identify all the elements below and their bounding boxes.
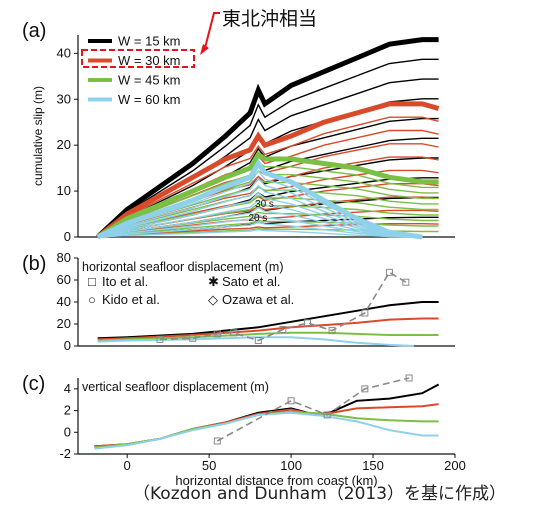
y-tick-label: 10 bbox=[57, 183, 71, 198]
observed-point bbox=[328, 327, 336, 335]
series-line bbox=[94, 403, 439, 448]
y-tick-label: 0 bbox=[64, 424, 71, 439]
observed-line bbox=[216, 377, 410, 442]
series-line bbox=[97, 228, 423, 238]
observed-point bbox=[385, 268, 393, 276]
x-tick-label: 100 bbox=[280, 458, 302, 473]
time-annotation: 20 s bbox=[248, 213, 267, 224]
y-axis-label: cumulative slip (m) bbox=[31, 86, 45, 186]
x-tick-label: 200 bbox=[444, 458, 466, 473]
observed-point bbox=[287, 397, 295, 405]
annotation-arrow-head bbox=[200, 44, 209, 55]
observed-point bbox=[323, 411, 331, 419]
x-tick-label: 0 bbox=[124, 458, 131, 473]
series-line bbox=[97, 178, 439, 238]
legend-highlight-box bbox=[81, 49, 195, 68]
x-axis-label: horizontal distance from coast (km) bbox=[175, 473, 377, 488]
series-line bbox=[97, 177, 423, 238]
observed-point bbox=[254, 337, 262, 344]
observed-line bbox=[159, 271, 407, 342]
series-line bbox=[97, 301, 439, 340]
legend-b: □ Ito et al. ✱ Sato et al. ○ Kido et al. ◇ Ozaw… bbox=[88, 274, 294, 307]
y-tick-label: 30 bbox=[57, 91, 71, 106]
series-line bbox=[97, 211, 439, 238]
observed-point bbox=[156, 335, 164, 343]
legend-label: W = 60 km bbox=[118, 92, 181, 107]
panel-a: 0 10 20 30 40 (a) cumulative slip (m) 30 s 20 s bbox=[22, 20, 455, 244]
legend-marker-icon: ✱ bbox=[208, 274, 219, 289]
legend-marker-icon: ◇ bbox=[208, 292, 218, 307]
observed-point bbox=[405, 374, 413, 382]
series-line bbox=[97, 199, 423, 238]
legend-label: Kido et al. bbox=[102, 292, 160, 307]
series-line bbox=[95, 37, 439, 239]
series-line bbox=[96, 150, 439, 240]
panel-title: vertical seafloor displacement (m) bbox=[82, 380, 269, 394]
legend-label: Sato et al. bbox=[222, 274, 281, 289]
series-line bbox=[97, 58, 439, 238]
panel-title: horizontal seafloor displacement (m) bbox=[82, 260, 283, 274]
legend-label: Ito et al. bbox=[102, 274, 148, 289]
observed-point bbox=[279, 326, 287, 333]
series-line bbox=[97, 116, 439, 238]
observed-point bbox=[303, 319, 311, 327]
credit: （Kozdon and Dunham（2013）を基に作成） bbox=[133, 484, 506, 504]
y-tick-label: 2 bbox=[64, 403, 71, 418]
series-line bbox=[97, 221, 423, 238]
annotation-jp: 東北沖相当 bbox=[222, 8, 317, 30]
observed-point bbox=[361, 309, 369, 317]
legend-label: W = 45 km bbox=[118, 73, 181, 88]
panel-label: (b) bbox=[22, 253, 46, 275]
y-tick-label: 20 bbox=[57, 316, 71, 331]
series-line bbox=[97, 209, 439, 238]
series-line bbox=[97, 331, 439, 342]
series-line bbox=[97, 219, 439, 238]
observed-point bbox=[189, 334, 197, 342]
legend-marker-icon: □ bbox=[88, 274, 96, 289]
y-tick-label: 4 bbox=[64, 381, 71, 396]
series-line bbox=[97, 161, 439, 238]
x-tick-label: 150 bbox=[362, 458, 384, 473]
observed-point bbox=[230, 329, 238, 337]
series-line bbox=[97, 206, 423, 238]
series-line bbox=[96, 158, 423, 240]
y-tick-label: 80 bbox=[57, 250, 71, 265]
y-tick-label: 60 bbox=[57, 272, 71, 287]
observed-point bbox=[213, 330, 221, 338]
legend-a: W = 15 km W = 30 km W = 45 km W = 60 km bbox=[88, 34, 181, 107]
panel-c: -2 0 2 4 0 50 100 150 200 (c) vertical seafloor di… bbox=[22, 373, 466, 488]
legend-label: Ozawa et al. bbox=[222, 292, 294, 307]
y-tick-label: 40 bbox=[57, 45, 71, 60]
legend-label: W = 30 km bbox=[118, 53, 181, 68]
observed-point bbox=[361, 385, 369, 393]
series-line bbox=[97, 222, 439, 238]
panel-label: (a) bbox=[22, 20, 46, 42]
y-tick-label: 40 bbox=[57, 294, 71, 309]
series-line bbox=[97, 191, 423, 238]
observed-point bbox=[402, 278, 410, 286]
legend-label: W = 15 km bbox=[118, 34, 181, 49]
y-tick-label: 20 bbox=[57, 137, 71, 152]
panel-label: (c) bbox=[22, 373, 45, 395]
series-line bbox=[94, 411, 439, 450]
series-line bbox=[97, 184, 423, 238]
x-tick-label: 50 bbox=[202, 458, 216, 473]
series-line bbox=[97, 186, 439, 238]
y-tick-label: 0 bbox=[64, 229, 71, 244]
observed-point bbox=[213, 437, 221, 445]
y-tick-label: -2 bbox=[59, 446, 71, 461]
time-annotation: 30 s bbox=[255, 199, 274, 210]
series-line bbox=[97, 214, 423, 238]
y-tick-label: 0 bbox=[64, 338, 71, 353]
series-line bbox=[97, 336, 415, 347]
annotation-arrow bbox=[204, 12, 220, 49]
panel-b: 0 20 40 60 80 (b) horizontal seafloor displace… bbox=[22, 250, 455, 353]
series-line bbox=[96, 101, 440, 239]
legend-marker-icon: ○ bbox=[88, 292, 96, 307]
